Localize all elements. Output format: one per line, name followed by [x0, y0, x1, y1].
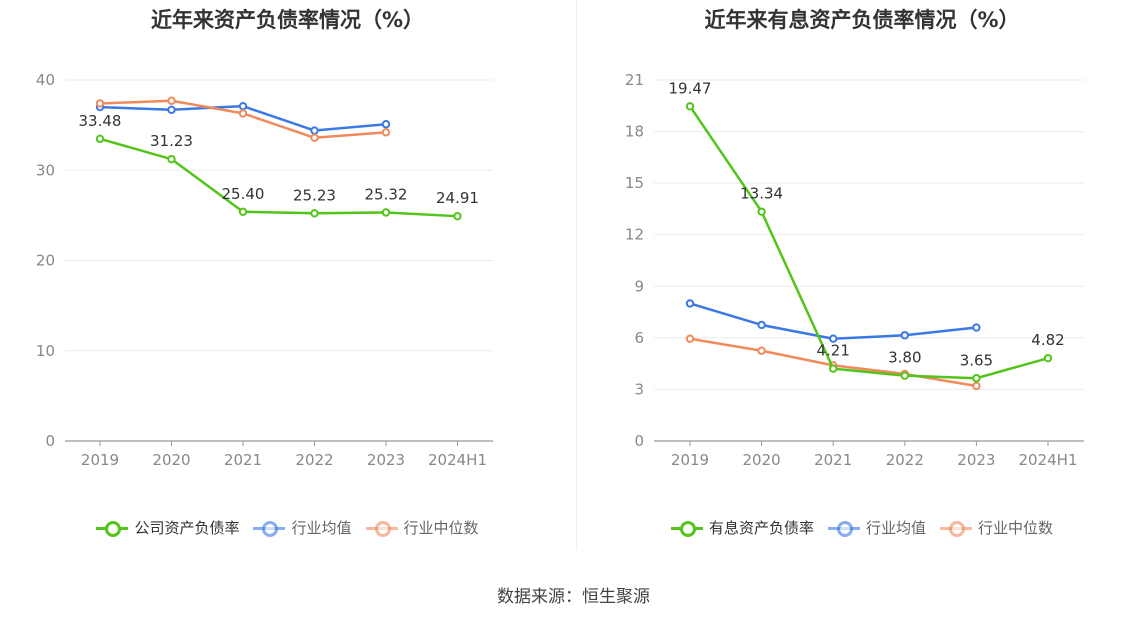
- data-label: 25.40: [222, 185, 265, 203]
- legend-swatch-icon: [940, 520, 972, 537]
- x-tick-label: 2022: [886, 451, 924, 469]
- series-line: [689, 302, 977, 340]
- x-tick-label: 2024H1: [1019, 451, 1078, 469]
- chart-legend: 有息资产负债率 行业均值 行业中位数: [577, 517, 1147, 538]
- y-tick-label: 12: [625, 226, 644, 244]
- data-point: [900, 331, 909, 340]
- legend-swatch-icon: [670, 520, 703, 537]
- data-point: [972, 374, 981, 383]
- data-point: [95, 134, 105, 144]
- chart-title: 近年来资产负债率情况（%）: [150, 8, 425, 32]
- legend-label: 行业中位数: [978, 519, 1054, 537]
- data-point: [829, 334, 838, 343]
- x-tick-label: 2020: [152, 451, 190, 469]
- legend-swatch-icon: [253, 520, 286, 537]
- legend-swatch-icon: [827, 520, 860, 537]
- data-label: 4.82: [1031, 331, 1064, 349]
- y-tick-label: 20: [36, 252, 55, 270]
- y-tick-label: 0: [45, 432, 55, 450]
- data-point: [381, 120, 391, 129]
- data-point: [685, 299, 695, 308]
- y-tick-label: 0: [634, 432, 644, 450]
- panel-divider: [576, 0, 577, 550]
- data-label: 33.48: [79, 112, 122, 130]
- data-point: [1043, 353, 1053, 363]
- x-tick-label: 2019: [81, 451, 119, 469]
- data-point: [381, 208, 391, 217]
- left-chart-panel: 近年来资产负债率情况（%） 0 10 20 30 40 2019 2020 2021 2022 2…: [0, 0, 575, 560]
- data-point: [167, 96, 176, 105]
- legend-label: 行业中位数: [403, 519, 479, 537]
- legend-item[interactable]: 行业均值: [253, 517, 352, 538]
- y-tick-label: 15: [625, 174, 644, 192]
- data-label: 25.23: [293, 186, 336, 204]
- data-label: 4.21: [816, 342, 849, 360]
- legend-swatch-icon: [96, 520, 129, 537]
- data-point: [757, 346, 766, 355]
- data-point: [757, 207, 766, 216]
- legend-label: 有息资产负债率: [708, 519, 814, 537]
- data-point: [310, 126, 319, 135]
- legend-label: 公司资产负债率: [134, 519, 240, 537]
- data-point: [381, 128, 391, 137]
- data-point: [972, 381, 981, 391]
- data-point: [95, 99, 105, 108]
- data-point: [829, 364, 838, 373]
- x-tick-label: 2021: [224, 451, 262, 469]
- legend-swatch-icon: [365, 520, 398, 537]
- legend-item[interactable]: 行业中位数: [365, 517, 479, 538]
- y-tick-label: 30: [36, 161, 55, 179]
- x-tick-label: 2020: [743, 451, 781, 469]
- right-chart-panel: 近年来有息资产负债率情况（%） 0 3 6 9 12 15 18 21 2019 2020 2021…: [577, 0, 1147, 560]
- y-tick-label: 21: [625, 71, 644, 89]
- x-tick-label: 2023: [367, 451, 405, 469]
- legend-item[interactable]: 公司资产负债率: [96, 517, 239, 538]
- data-point: [310, 209, 319, 218]
- chart-plot: 0 3 6 9 12 15 18 21 2019 2020 2021 2022 2023 2024H1 19…: [625, 71, 1084, 469]
- data-point: [167, 154, 176, 164]
- data-label: 13.34: [740, 185, 783, 203]
- chart-plot: 0 10 20 30 40 2019 2020 2021 2022 2023 2024H1 33.48…: [36, 71, 493, 469]
- legend-label: 行业均值: [865, 519, 926, 537]
- legend-item[interactable]: 有息资产负债率: [670, 517, 814, 538]
- data-label: 3.65: [960, 351, 993, 369]
- y-tick-label: 9: [634, 277, 644, 295]
- y-tick-label: 10: [36, 342, 55, 360]
- data-point: [453, 211, 462, 221]
- x-tick-label: 2023: [957, 451, 995, 469]
- x-tick-label: 2021: [814, 451, 852, 469]
- y-tick-label: 6: [634, 329, 644, 347]
- data-label: 3.80: [888, 349, 921, 367]
- series-line: [99, 137, 458, 218]
- x-tick-label: 2022: [295, 451, 333, 469]
- data-point: [757, 320, 766, 330]
- y-tick-label: 3: [634, 380, 644, 398]
- data-label: 31.23: [150, 132, 193, 150]
- y-tick-label: 18: [625, 123, 644, 141]
- y-tick-label: 40: [36, 71, 55, 89]
- data-label: 24.91: [436, 189, 479, 207]
- chart-legend: 公司资产负债率 行业均值 行业中位数: [0, 517, 575, 538]
- data-point: [238, 101, 248, 111]
- data-point: [900, 371, 909, 380]
- legend-item[interactable]: 行业均值: [827, 517, 926, 538]
- data-point: [685, 334, 695, 343]
- data-source-note: 数据来源：恒生聚源: [497, 587, 650, 607]
- x-tick-label: 2019: [671, 451, 709, 469]
- chart-title: 近年来有息资产负债率情况（%）: [704, 8, 1020, 32]
- data-point: [167, 105, 176, 114]
- data-label: 25.32: [365, 185, 408, 203]
- data-point: [685, 102, 695, 111]
- data-point: [310, 133, 319, 142]
- data-label: 19.47: [669, 79, 712, 97]
- series-line: [688, 105, 1049, 380]
- data-point: [238, 109, 248, 118]
- legend-label: 行业均值: [291, 519, 352, 537]
- legend-item[interactable]: 行业中位数: [940, 517, 1053, 538]
- x-tick-label: 2024H1: [428, 451, 487, 469]
- data-point: [238, 207, 248, 216]
- data-point: [972, 323, 981, 332]
